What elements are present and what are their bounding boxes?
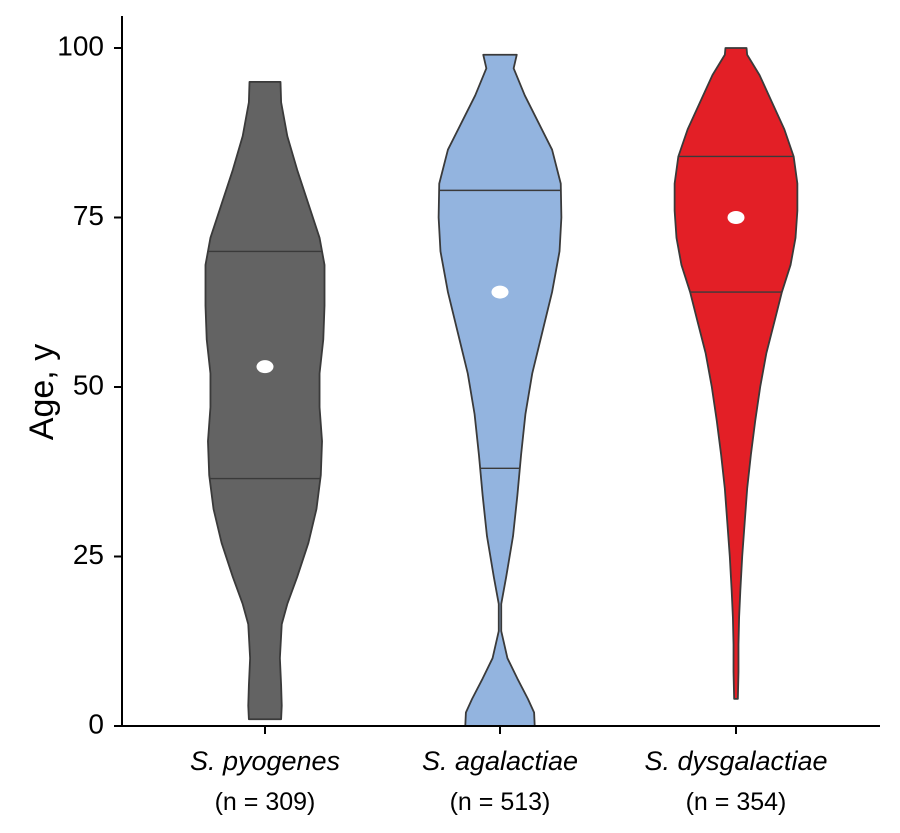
violin-2-median-dot <box>491 285 509 299</box>
x-category-label: S. agalactiae <box>422 746 578 776</box>
x-category-label: S. pyogenes <box>190 746 340 776</box>
x-sample-size-label: (n = 309) <box>215 788 316 816</box>
violin-2 <box>437 53 563 727</box>
violin-1-median-dot <box>256 360 274 374</box>
violin-3-median-dot <box>727 211 745 224</box>
x-axis-labels: S. pyogenes (n = 309) S. agalactiae (n = 51… <box>190 726 828 816</box>
y-axis-ticks: 0 25 50 75 100 <box>57 30 122 739</box>
x-sample-size-label: (n = 354) <box>686 788 787 816</box>
y-tick-label: 25 <box>73 539 104 570</box>
y-axis-label: Age, y <box>23 344 61 440</box>
x-category-label: S. dysgalactiae <box>644 746 827 776</box>
violin-3 <box>673 47 799 700</box>
x-sample-size-label: (n = 513) <box>450 788 551 816</box>
violin-plot-area <box>204 47 799 727</box>
violin-1 <box>204 81 326 721</box>
y-tick-label: 0 <box>88 708 104 739</box>
y-tick-label: 50 <box>73 369 104 400</box>
y-tick-label: 100 <box>57 30 104 61</box>
y-tick-label: 75 <box>73 200 104 231</box>
